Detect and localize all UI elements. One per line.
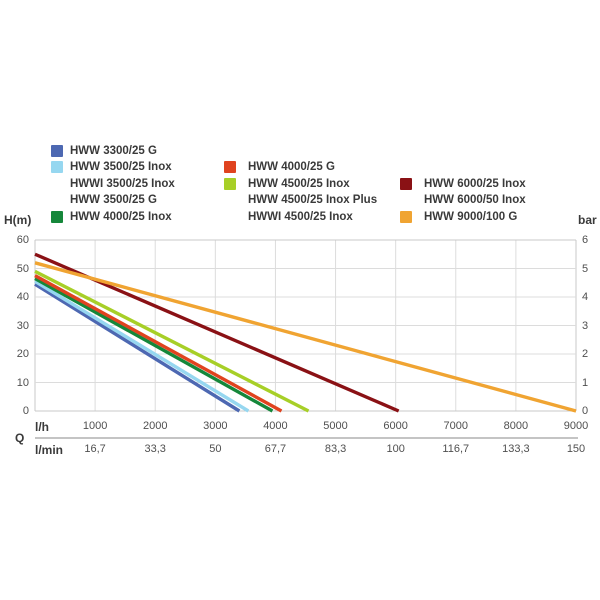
legend-item-label: HWW 6000/50 Inox <box>424 194 526 206</box>
legend-swatch <box>51 144 63 157</box>
legend-swatch <box>224 161 236 173</box>
pump-curve <box>34 274 283 413</box>
x-lh-tick: 8000 <box>503 420 529 432</box>
x-lmin-tick: 50 <box>209 443 222 455</box>
x-lmin-tick: 33,3 <box>144 443 166 455</box>
y-left-tick: 20 <box>16 348 29 360</box>
legend-item-label: HWW 4500/25 Inox <box>248 177 350 190</box>
x-lmin-tick: 67,7 <box>264 443 287 455</box>
x-axis-q-label: Q <box>15 431 25 445</box>
x-lh-tick: 5000 <box>323 420 348 432</box>
legend-swatch <box>224 177 236 190</box>
pump-curve <box>34 282 241 413</box>
legend-item-label: HWWI 3500/25 Inox <box>70 177 175 190</box>
y-axis-left-unit-label: H(m) <box>4 213 32 227</box>
y-right-tick: 6 <box>582 234 589 246</box>
x-lmin-tick: 133,3 <box>502 443 530 455</box>
y-left-tick: 40 <box>16 291 29 303</box>
x-lh-tick: 9000 <box>563 420 589 432</box>
y-right-tick: 5 <box>582 262 589 275</box>
y-right-tick: 1 <box>582 376 589 389</box>
legend-item-label: HWW 3500/25 G <box>70 194 157 206</box>
x-lh-tick: 7000 <box>443 420 468 432</box>
x-axis-separator-line <box>35 437 578 439</box>
pump-curve <box>34 279 250 413</box>
pump-curve <box>34 276 274 413</box>
legend-item-label: HWW 4500/25 Inox Plus <box>248 194 378 206</box>
y-left-tick: 60 <box>16 234 29 246</box>
x-lh-tick: 6000 <box>383 420 408 432</box>
y-axis-right-unit-label: bar <box>578 213 597 227</box>
legend-item-label: HWWI 4500/25 Inox <box>248 210 353 223</box>
legend-swatch <box>400 177 412 190</box>
y-right-tick: 0 <box>582 405 589 417</box>
pump-curve <box>34 269 310 413</box>
y-left-tick: 50 <box>16 262 29 275</box>
x-lmin-tick: 16,7 <box>84 443 106 455</box>
x-lh-tick: 2000 <box>142 420 168 432</box>
legend-item-label: HWW 3300/25 G <box>70 144 157 157</box>
x-axis-row1-unit-label: l/h <box>35 420 49 434</box>
y-right-tick: 2 <box>582 348 589 360</box>
x-lh-tick: 3000 <box>203 420 228 432</box>
y-right-tick: 4 <box>582 291 589 303</box>
x-lmin-tick: 83,3 <box>324 443 347 455</box>
y-left-tick: 10 <box>16 376 29 389</box>
legend-item-label: HWW 6000/25 Inox <box>424 177 526 190</box>
legend-swatch <box>51 161 63 173</box>
pump-curve <box>34 261 577 413</box>
x-lh-tick: 4000 <box>263 420 288 432</box>
legend-item-label: HWW 3500/25 Inox <box>70 161 172 173</box>
legend-swatch <box>51 210 63 223</box>
y-left-tick: 0 <box>22 405 29 417</box>
y-left-tick: 30 <box>16 319 29 332</box>
y-right-tick: 3 <box>582 319 589 332</box>
x-lmin-tick: 116,7 <box>442 443 470 455</box>
legend-item-label: HWW 9000/100 G <box>424 210 518 223</box>
x-axis-row2-unit-label: l/min <box>35 443 64 457</box>
x-lmin-tick: 150 <box>566 443 586 455</box>
legend-swatch <box>400 210 412 223</box>
x-lmin-tick: 100 <box>386 443 405 455</box>
legend-item-label: HWW 4000/25 Inox <box>70 210 172 223</box>
legend-item-label: HWW 4000/25 G <box>248 161 335 173</box>
x-lh-tick: 1000 <box>82 420 108 432</box>
